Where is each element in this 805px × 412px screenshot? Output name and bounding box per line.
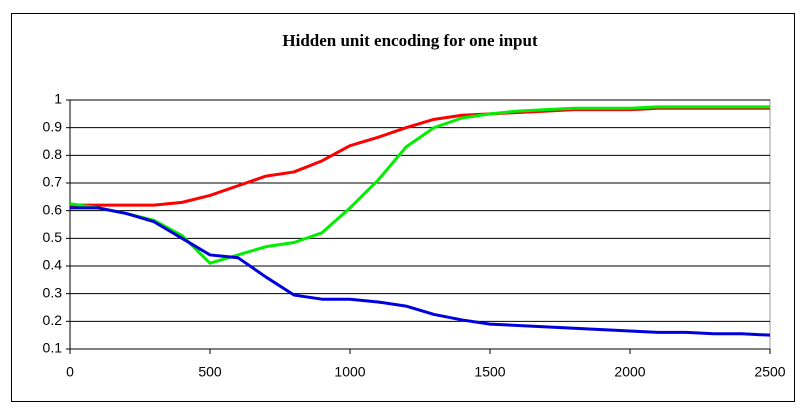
y-tick-label: 1 xyxy=(54,91,62,107)
x-tick-label: 2000 xyxy=(614,364,645,380)
y-tick-label: 0.7 xyxy=(43,174,63,190)
x-tick-label: 0 xyxy=(66,364,74,380)
x-tick-label: 1000 xyxy=(334,364,365,380)
chart-title: Hidden unit encoding for one input xyxy=(282,31,538,50)
x-tick-label: 1500 xyxy=(474,364,505,380)
x-tick-label: 500 xyxy=(198,364,222,380)
y-tick-label: 0.2 xyxy=(43,312,63,328)
y-tick-label: 0.4 xyxy=(43,257,63,273)
y-tick-label: 0.6 xyxy=(43,201,63,217)
y-tick-label: 0.3 xyxy=(43,284,63,300)
x-tick-label: 2500 xyxy=(754,364,785,380)
plot-area xyxy=(69,99,771,350)
y-tick-label: 0.9 xyxy=(43,118,63,134)
series-line xyxy=(70,206,771,337)
y-tick-label: 0.5 xyxy=(43,229,63,245)
y-tick-label: 0.1 xyxy=(43,340,63,356)
y-tick-label: 0.8 xyxy=(43,146,63,162)
